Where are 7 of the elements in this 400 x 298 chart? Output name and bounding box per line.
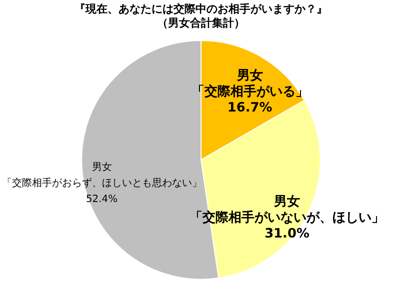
slice-label: 男女「交際相手がいないが、ほしい」 bbox=[189, 194, 384, 226]
chart-title: 『現在、あなたには交際中のお相手がいますか？』 bbox=[74, 2, 328, 16]
data-label: 16.7% bbox=[227, 100, 272, 116]
data-label: 52.4% bbox=[86, 194, 118, 206]
chart-subtitle: （男女合計集計） bbox=[156, 16, 245, 30]
slice-label: 男女「交際相手がおらず、ほしいとも思わない」 bbox=[2, 161, 202, 190]
data-label: 31.0% bbox=[264, 226, 310, 242]
